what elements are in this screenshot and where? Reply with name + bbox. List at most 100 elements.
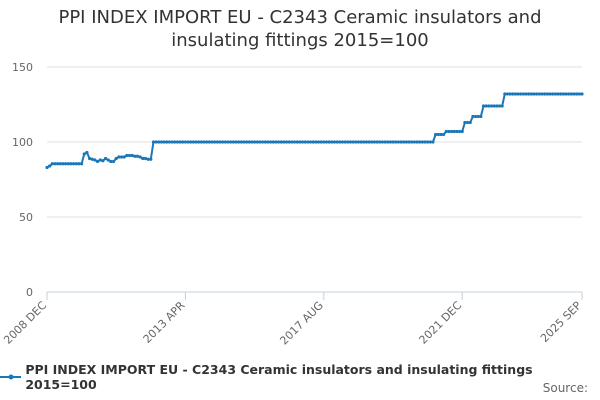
data-point <box>367 140 371 144</box>
data-point <box>205 140 209 144</box>
data-point <box>87 156 92 161</box>
data-point <box>527 92 531 96</box>
data-point <box>516 92 520 96</box>
data-point <box>364 140 369 144</box>
data-point <box>370 140 374 144</box>
data-point <box>245 140 249 144</box>
data-point <box>412 140 416 144</box>
data-point <box>460 129 464 134</box>
data-point <box>308 140 313 144</box>
data-point <box>348 140 353 144</box>
data-point <box>559 92 563 96</box>
data-point <box>551 92 555 96</box>
data-point <box>556 92 560 96</box>
data-point <box>186 140 190 144</box>
data-point <box>354 140 358 144</box>
data-point <box>101 159 105 163</box>
data-point <box>521 92 526 96</box>
data-point <box>255 140 259 144</box>
data-point <box>500 104 504 108</box>
data-point <box>175 140 180 144</box>
data-point <box>436 132 440 137</box>
data-point <box>524 92 528 96</box>
data-point <box>106 158 110 162</box>
data-point <box>146 157 150 161</box>
data-point <box>287 140 291 144</box>
x-tick-label: 2008 DEC <box>1 299 49 347</box>
data-point <box>260 140 265 144</box>
data-point <box>226 140 230 144</box>
data-point <box>77 162 81 166</box>
data-point <box>529 92 534 96</box>
data-point <box>311 140 315 144</box>
data-point <box>229 140 233 144</box>
data-point <box>303 140 307 144</box>
data-point <box>441 132 446 137</box>
data-point <box>375 140 379 144</box>
data-point <box>173 140 177 144</box>
data-point <box>548 92 552 96</box>
data-point <box>394 140 398 144</box>
data-point <box>316 140 321 144</box>
data-point <box>300 140 305 144</box>
data-point <box>561 92 565 96</box>
legend-label: PPI INDEX IMPORT EU - C2343 Ceramic insu… <box>25 362 533 392</box>
data-point <box>508 92 512 96</box>
data-point <box>276 140 281 144</box>
data-point <box>564 92 568 96</box>
data-point <box>415 140 419 144</box>
data-point <box>439 132 443 137</box>
data-point <box>271 140 275 144</box>
data-point <box>151 140 156 144</box>
data-point <box>210 140 214 144</box>
x-tick-label: 2021 DEC <box>417 299 465 347</box>
data-point <box>399 140 403 144</box>
data-point <box>295 140 299 144</box>
data-point <box>463 120 467 125</box>
data-point <box>154 140 158 144</box>
data-point <box>197 140 201 144</box>
legend[interactable]: PPI INDEX IMPORT EU - C2343 Ceramic insu… <box>0 362 600 392</box>
data-point <box>64 162 68 166</box>
data-point <box>90 157 94 161</box>
data-point <box>386 140 390 144</box>
data-point <box>511 92 515 96</box>
data-point <box>471 114 475 119</box>
data-point <box>343 140 347 144</box>
data-point <box>50 162 54 166</box>
data-point <box>58 162 62 166</box>
data-point <box>452 129 456 134</box>
data-point <box>292 140 297 144</box>
data-point <box>495 104 499 108</box>
data-point <box>383 140 387 144</box>
data-point <box>66 162 70 166</box>
data-point <box>53 162 57 166</box>
data-point <box>85 150 89 155</box>
data-point <box>418 140 422 144</box>
data-point <box>157 140 161 144</box>
data-point <box>330 140 334 144</box>
data-point <box>553 92 557 96</box>
data-point <box>338 140 342 144</box>
legend-swatch <box>0 374 22 380</box>
data-point <box>535 92 539 96</box>
data-point <box>444 129 448 134</box>
data-point <box>239 140 243 144</box>
data-point <box>351 140 355 144</box>
data-point <box>143 156 148 161</box>
data-point <box>346 140 350 144</box>
data-point <box>266 140 270 144</box>
data-point <box>489 104 494 108</box>
data-point <box>119 155 124 159</box>
data-point <box>380 140 384 144</box>
data-point <box>503 92 507 96</box>
data-point <box>372 140 376 144</box>
data-point <box>93 158 97 162</box>
data-point <box>103 156 108 161</box>
data-point <box>545 92 549 96</box>
data-point <box>455 129 459 134</box>
data-point <box>178 140 182 144</box>
data-point <box>479 114 483 119</box>
data-point <box>122 155 126 159</box>
